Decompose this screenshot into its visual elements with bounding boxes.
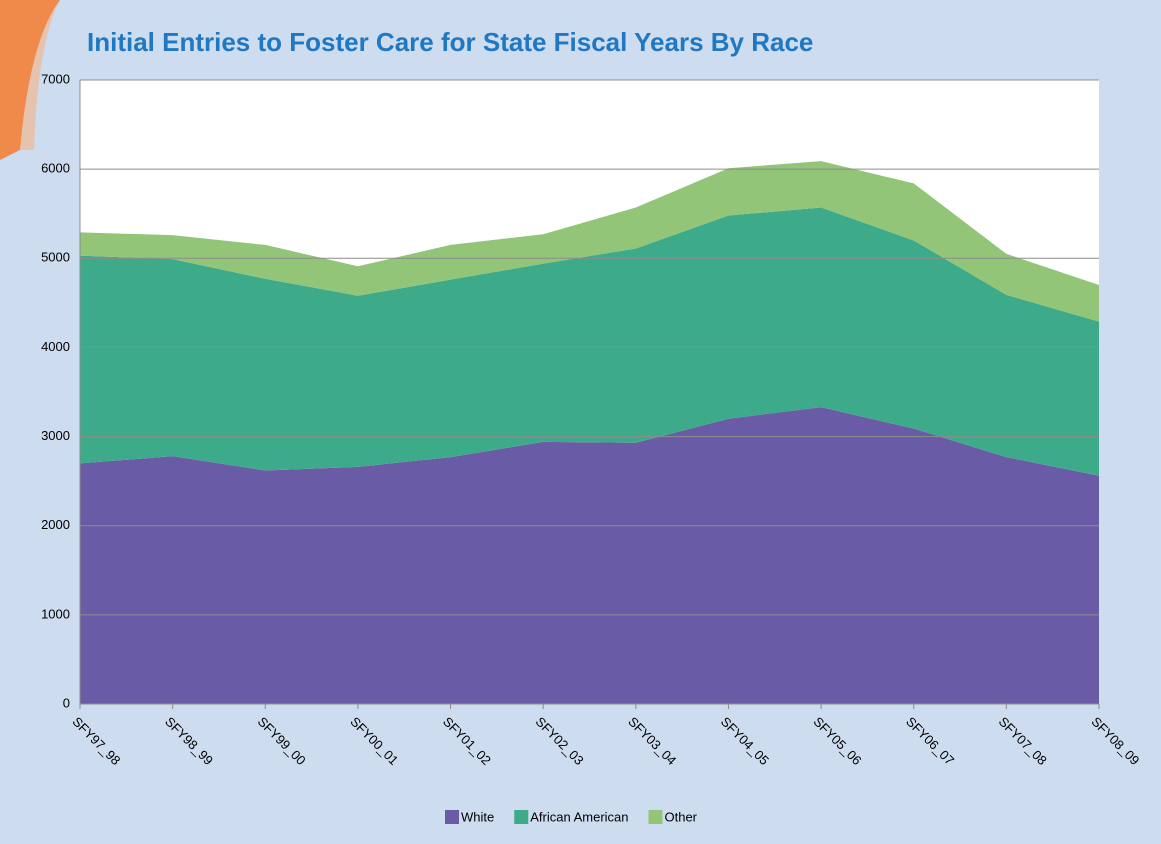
legend-label: Other <box>665 809 698 824</box>
y-tick-label: 0 <box>63 695 70 710</box>
area <box>80 407 1099 704</box>
chart-title: Initial Entries to Foster Care for State… <box>87 27 813 57</box>
legend-swatch <box>648 810 663 824</box>
y-tick-label: 6000 <box>41 161 70 176</box>
legend-label: African American <box>530 809 628 824</box>
y-tick-label: 1000 <box>41 606 70 621</box>
corner-decoration <box>0 0 60 150</box>
legend-label: White <box>461 809 494 824</box>
legend-swatch <box>514 810 529 824</box>
corner-decoration <box>0 0 60 160</box>
legend-swatch <box>445 810 459 824</box>
y-tick-label: 7000 <box>41 71 70 86</box>
y-tick-label: 5000 <box>41 250 70 265</box>
y-tick-label: 4000 <box>41 339 70 354</box>
y-tick-label: 2000 <box>41 517 70 532</box>
area <box>80 161 1099 322</box>
y-tick-label: 3000 <box>41 428 70 443</box>
area <box>80 207 1099 476</box>
